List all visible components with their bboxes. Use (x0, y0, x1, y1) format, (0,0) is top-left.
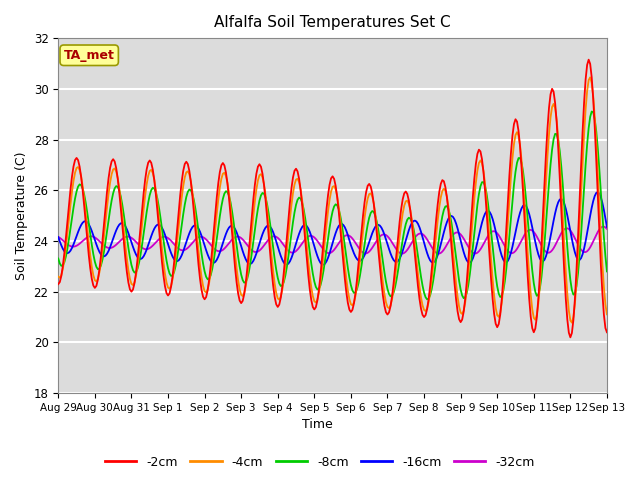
-2cm (603, 329, 611, 335)
X-axis label: Time: Time (302, 419, 333, 432)
-32cm (54, 234, 62, 240)
-8cm (397, 246, 405, 252)
-32cm (70, 244, 77, 250)
-8cm (385, 291, 393, 297)
-16cm (319, 262, 327, 268)
Title: Alfalfa Soil Temperatures Set C: Alfalfa Soil Temperatures Set C (214, 15, 451, 30)
-4cm (586, 74, 594, 80)
Line: -16cm: -16cm (58, 192, 607, 265)
-16cm (603, 224, 611, 230)
-16cm (538, 258, 545, 264)
-8cm (423, 297, 431, 302)
-32cm (367, 247, 374, 253)
-32cm (600, 224, 608, 229)
-8cm (588, 108, 596, 114)
-32cm (385, 235, 393, 241)
-2cm (397, 206, 405, 212)
-16cm (369, 230, 376, 236)
-32cm (538, 242, 545, 248)
-32cm (157, 235, 164, 241)
-2cm (585, 57, 593, 62)
-2cm (385, 310, 393, 315)
-32cm (435, 251, 443, 256)
-2cm (157, 242, 164, 248)
Line: -2cm: -2cm (58, 60, 607, 337)
-16cm (54, 234, 62, 240)
-4cm (367, 191, 374, 196)
-8cm (157, 214, 164, 220)
-8cm (367, 210, 374, 216)
-4cm (385, 305, 393, 311)
-2cm (70, 164, 77, 169)
-4cm (568, 320, 576, 325)
-32cm (397, 251, 405, 256)
-4cm (70, 178, 77, 184)
-16cm (70, 241, 77, 247)
-16cm (387, 251, 394, 256)
-8cm (54, 256, 62, 262)
Line: -32cm: -32cm (58, 227, 607, 253)
-4cm (397, 221, 405, 227)
-16cm (594, 189, 602, 195)
-8cm (538, 275, 545, 280)
-8cm (603, 268, 611, 274)
-4cm (536, 283, 544, 288)
Legend: -2cm, -4cm, -8cm, -16cm, -32cm: -2cm, -4cm, -8cm, -16cm, -32cm (100, 451, 540, 474)
-4cm (157, 230, 164, 236)
Line: -4cm: -4cm (58, 77, 607, 323)
-4cm (54, 274, 62, 279)
-2cm (54, 281, 62, 287)
-2cm (536, 272, 544, 277)
Text: TA_met: TA_met (64, 49, 115, 62)
Line: -8cm: -8cm (58, 111, 607, 300)
-2cm (566, 335, 574, 340)
-32cm (603, 226, 611, 232)
Y-axis label: Soil Temperature (C): Soil Temperature (C) (15, 151, 28, 280)
-16cm (157, 223, 164, 228)
-16cm (399, 248, 406, 254)
-8cm (70, 204, 77, 210)
-4cm (603, 312, 611, 317)
-2cm (367, 183, 374, 189)
